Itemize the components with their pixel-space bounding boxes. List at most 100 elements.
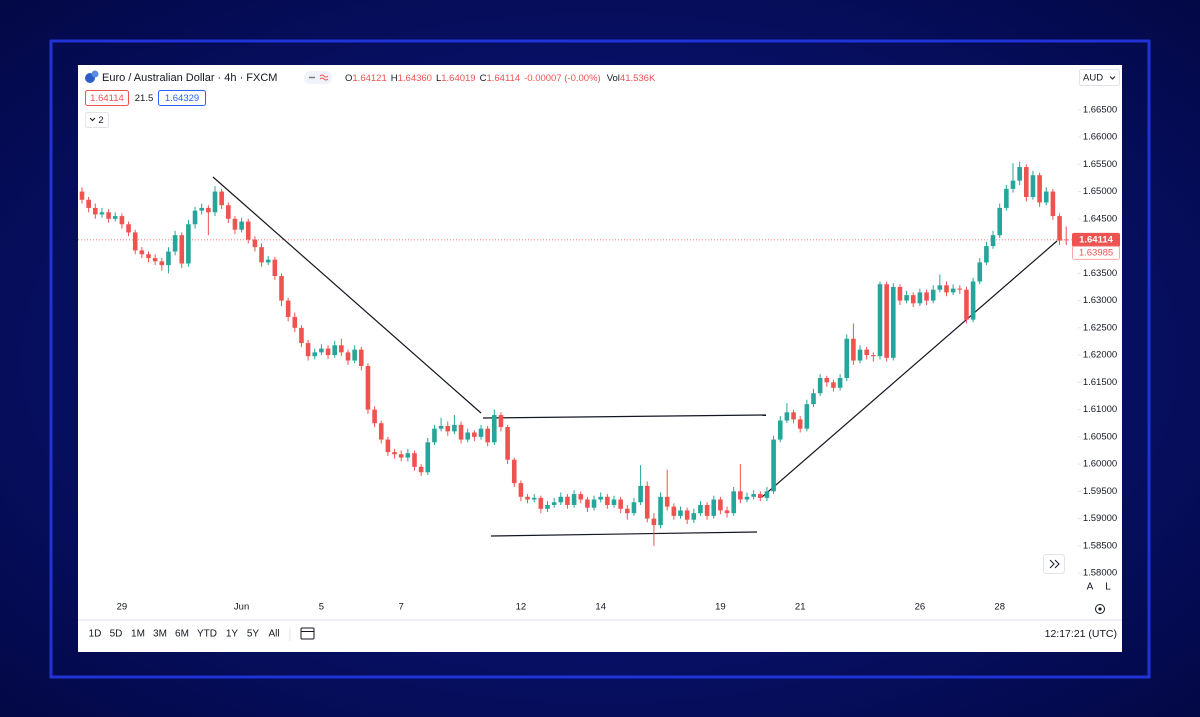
candle-body — [857, 349, 863, 361]
candle-body — [964, 289, 969, 320]
range-button[interactable]: 5D — [110, 629, 123, 640]
frame — [49, 39, 1151, 679]
currency-box[interactable] — [1079, 69, 1120, 86]
x-tick-label: 12 — [516, 602, 527, 613]
candle-body — [385, 439, 391, 453]
candle-body — [625, 508, 630, 514]
ohlc-key: C — [480, 73, 487, 84]
candle-body — [864, 349, 869, 356]
indicator-toggle[interactable] — [85, 112, 109, 128]
candle-body — [884, 284, 889, 358]
candle-body — [1030, 175, 1036, 198]
candle-body — [86, 199, 91, 208]
range-button[interactable]: 1D — [89, 629, 102, 640]
candle-body — [611, 499, 617, 505]
candle-body — [345, 352, 351, 361]
log-scale-button[interactable]: L — [1105, 582, 1111, 593]
candle-body — [651, 518, 657, 526]
candle-body — [319, 348, 324, 353]
settings-icon[interactable] — [1095, 604, 1105, 614]
candle-body — [724, 510, 730, 514]
spread: 21.5 — [135, 93, 154, 104]
range-button[interactable]: 1Y — [226, 629, 239, 640]
currency: AUD — [1083, 73, 1103, 84]
candle-body — [126, 224, 131, 233]
candle-body — [771, 439, 776, 492]
candle-body — [585, 499, 590, 508]
candle-body — [545, 504, 550, 509]
candle-body — [392, 452, 397, 455]
candle-body — [485, 428, 490, 443]
candle-body — [179, 235, 185, 264]
candle-body — [112, 216, 118, 219]
candle-body — [1037, 175, 1042, 203]
candle-body — [206, 207, 211, 213]
candle-body — [265, 259, 271, 263]
bid-box[interactable] — [85, 90, 129, 106]
range-button[interactable]: 6M — [175, 629, 189, 640]
candle-body — [119, 216, 125, 225]
ohlc-key: H — [391, 73, 398, 84]
candle-body — [891, 286, 896, 358]
status-pill[interactable] — [304, 71, 332, 84]
candle-body — [525, 496, 530, 500]
volume-value: 41.536K — [620, 73, 656, 84]
candle-body — [1004, 188, 1009, 208]
candle-body — [458, 424, 464, 440]
candle-body — [1050, 191, 1056, 217]
last-price-badge — [1072, 232, 1120, 247]
candle-body — [791, 412, 796, 420]
candle-body — [924, 292, 929, 301]
y-tick-label: 1.65000 — [1083, 186, 1117, 197]
candle-body — [797, 419, 803, 429]
candle-body — [910, 295, 916, 304]
candle-body — [950, 288, 956, 293]
ask: 1.64329 — [165, 93, 199, 104]
y-tick-label: 1.65500 — [1083, 159, 1117, 170]
range-button[interactable]: YTD — [197, 629, 217, 640]
y-tick-label: 1.66500 — [1083, 104, 1117, 115]
candle-body — [465, 432, 470, 440]
prev-close-label: 1.63985 — [1079, 247, 1113, 258]
candle-body — [239, 221, 244, 230]
y-tick-label: 1.62000 — [1083, 350, 1117, 361]
candle-body — [398, 454, 404, 458]
y-tick-label: 1.66000 — [1083, 132, 1117, 143]
candle-body — [339, 345, 344, 353]
candle-body — [1057, 216, 1062, 241]
scroll-icon — [1049, 559, 1060, 569]
ohlc-value: 1.64114 — [486, 73, 520, 84]
last-price-label: 1.64114 — [1079, 234, 1114, 245]
settings-icon — [1098, 607, 1102, 611]
candle-body — [452, 424, 457, 432]
calendar-icon[interactable] — [300, 627, 315, 640]
candle-body — [731, 491, 736, 514]
ask-box[interactable] — [158, 90, 206, 106]
candle-body — [777, 420, 783, 440]
symbol-icon — [91, 70, 99, 78]
candle-body — [678, 510, 683, 516]
candle-body — [166, 251, 171, 266]
chevron-icon — [1109, 76, 1116, 80]
candle-body — [378, 423, 384, 440]
auto-scale-button[interactable]: A — [1087, 582, 1094, 593]
candle-body — [279, 276, 284, 301]
range-button[interactable]: All — [268, 629, 279, 640]
y-tick-label: 1.60000 — [1083, 459, 1117, 470]
trend-line — [482, 414, 767, 419]
range-button[interactable]: 5Y — [247, 629, 260, 640]
x-tick-label: 7 — [399, 602, 404, 613]
candle-body — [285, 300, 291, 317]
candle-body — [159, 261, 165, 266]
candle-body — [937, 285, 943, 290]
candle-body — [877, 284, 883, 357]
candle-body — [106, 212, 111, 219]
candle-body — [139, 250, 145, 255]
trend-line — [490, 531, 758, 537]
candle-body — [831, 382, 836, 388]
range-button[interactable]: 1M — [131, 629, 145, 640]
candle-body — [492, 415, 497, 443]
range-button[interactable]: 3M — [153, 629, 167, 640]
candle-body — [372, 409, 377, 424]
candle-body — [1063, 239, 1069, 241]
